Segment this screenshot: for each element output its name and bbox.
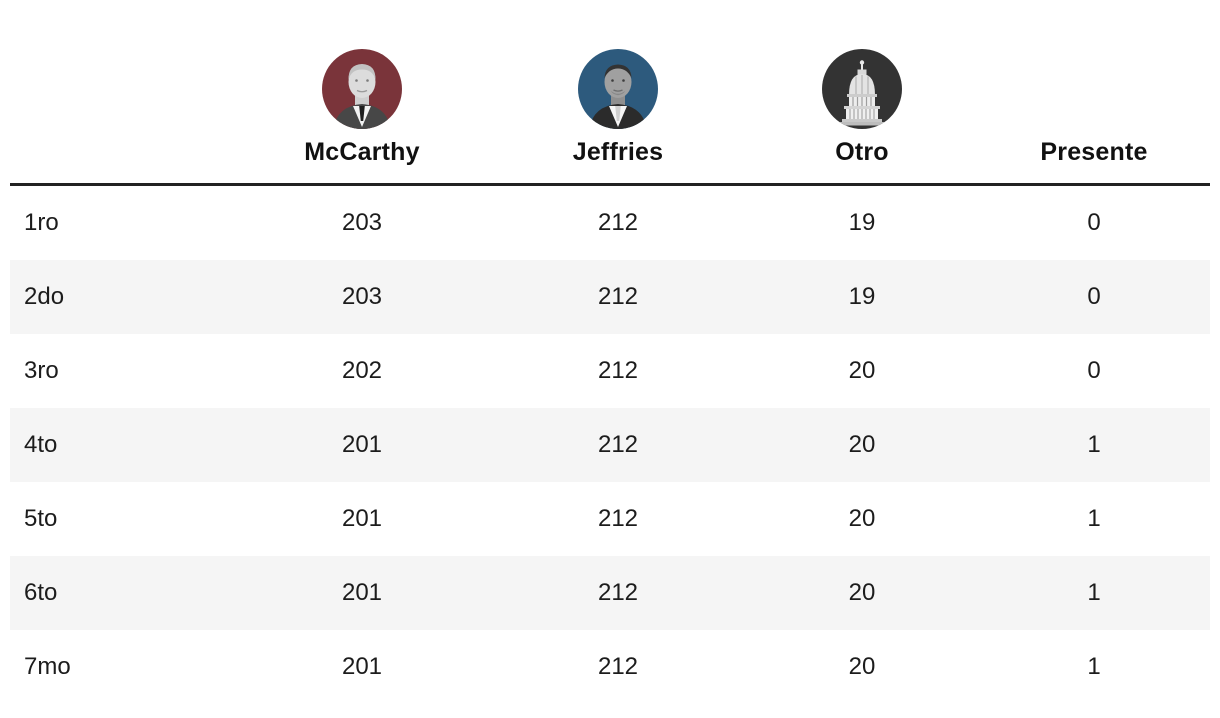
cell-otro: 20 (848, 357, 876, 384)
otro-avatar (822, 49, 902, 130)
cell-otro: 20 (848, 579, 876, 606)
table-row: 2do 203 212 19 0 (10, 260, 1210, 334)
table-row: 1ro 203 212 19 0 (10, 186, 1210, 260)
row-label: 5to (24, 505, 58, 532)
jeffries-portrait-icon (578, 49, 658, 130)
column-header-label: McCarthy (304, 138, 420, 167)
table-header: McCarthy (10, 0, 1210, 186)
cell-presente: 0 (1087, 357, 1101, 384)
cell-jeffries: 212 (597, 357, 639, 384)
row-label: 7mo (24, 653, 71, 680)
table-row: 7mo 201 212 20 1 (10, 630, 1210, 704)
cell-presente: 1 (1087, 431, 1101, 458)
cell-mccarthy: 201 (341, 505, 383, 532)
table-row: 6to 201 212 20 1 (10, 556, 1210, 630)
cell-presente: 0 (1087, 283, 1101, 310)
table-row: 3ro 202 212 20 0 (10, 334, 1210, 408)
table-body: 1ro 203 212 19 0 2do 203 212 19 0 3ro 202 212 20 0 4to 2… (10, 186, 1210, 704)
header-mccarthy: McCarthy (234, 0, 490, 183)
cell-presente: 1 (1087, 505, 1101, 532)
cell-mccarthy: 202 (341, 357, 383, 384)
header-jeffries: Jeffries (490, 0, 746, 183)
row-label: 2do (24, 283, 65, 310)
cell-jeffries: 212 (597, 505, 639, 532)
cell-mccarthy: 203 (341, 283, 383, 310)
header-presente: Presente (978, 0, 1210, 183)
column-header-label: Jeffries (572, 138, 664, 167)
cell-mccarthy: 201 (341, 653, 383, 680)
table-row: 5to 201 212 20 1 (10, 482, 1210, 556)
row-label: 1ro (24, 209, 59, 236)
cell-otro: 19 (848, 209, 876, 236)
column-header-label: Presente (1040, 138, 1148, 167)
speaker-vote-table: McCarthy (10, 0, 1210, 704)
cell-jeffries: 212 (597, 209, 639, 236)
mccarthy-avatar (322, 49, 402, 130)
cell-jeffries: 212 (597, 579, 639, 606)
mccarthy-portrait-icon (322, 49, 402, 130)
cell-otro: 20 (848, 653, 876, 680)
table-row: 4to 201 212 20 1 (10, 408, 1210, 482)
cell-jeffries: 212 (597, 653, 639, 680)
cell-jeffries: 212 (597, 283, 639, 310)
row-label: 4to (24, 431, 58, 458)
cell-mccarthy: 203 (341, 209, 383, 236)
capitol-dome-icon (822, 49, 902, 130)
cell-otro: 20 (848, 431, 876, 458)
cell-otro: 19 (848, 283, 876, 310)
cell-presente: 0 (1087, 209, 1101, 236)
header-otro: Otro (746, 0, 978, 183)
cell-jeffries: 212 (597, 431, 639, 458)
jeffries-avatar (578, 49, 658, 130)
cell-presente: 1 (1087, 653, 1101, 680)
header-round-column (10, 0, 234, 183)
column-header-label: Otro (835, 138, 889, 167)
row-label: 3ro (24, 357, 59, 384)
cell-mccarthy: 201 (341, 431, 383, 458)
row-label: 6to (24, 579, 58, 606)
cell-otro: 20 (848, 505, 876, 532)
cell-mccarthy: 201 (341, 579, 383, 606)
cell-presente: 1 (1087, 579, 1101, 606)
